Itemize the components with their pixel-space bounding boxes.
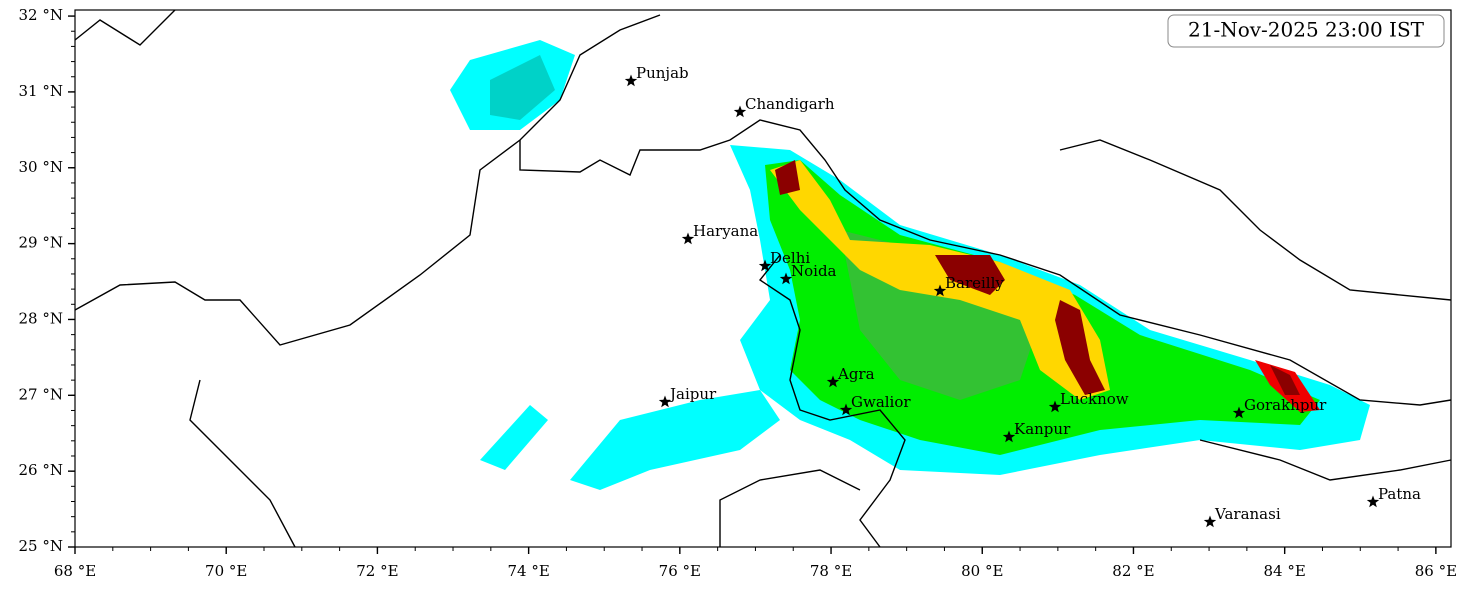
y-tick-label: 25 °N	[19, 537, 63, 555]
city-marker	[624, 74, 638, 87]
x-tick-label: 82 °E	[1112, 562, 1154, 580]
precip-field	[450, 40, 1370, 490]
x-tick-label: 74 °E	[507, 562, 549, 580]
field-darkred	[1055, 300, 1105, 395]
field-cyan	[570, 390, 780, 490]
title-box	[1167, 14, 1445, 48]
city-label: Kanpur	[1014, 420, 1071, 438]
city-label: Lucknow	[1060, 390, 1129, 408]
border	[189, 379, 296, 548]
map-title: 21-Nov-2025 23:00 IST	[1188, 18, 1425, 42]
border	[74, 14, 661, 346]
field-yellow	[770, 160, 1110, 400]
border	[719, 469, 861, 547]
border	[74, 9, 176, 46]
y-tick-label: 27 °N	[19, 385, 63, 403]
x-tick-label: 72 °E	[356, 562, 398, 580]
city-label: Chandigarh	[745, 95, 835, 113]
boundaries	[74, 9, 1452, 548]
city-label: Gorakhpur	[1244, 396, 1327, 414]
border	[1059, 139, 1452, 301]
city-label: Jaipur	[668, 385, 717, 403]
x-tick-label: 76 °E	[659, 562, 701, 580]
city-marker	[1048, 400, 1062, 413]
x-tick-label: 78 °E	[810, 562, 852, 580]
y-tick-label: 28 °N	[19, 309, 63, 327]
city-marker	[1203, 515, 1217, 528]
city-marker	[758, 259, 772, 272]
border	[758, 254, 906, 548]
city-marker	[1002, 430, 1016, 443]
city-marker	[933, 284, 947, 297]
city-label: Bareilly	[945, 274, 1004, 292]
city-marker	[658, 395, 672, 408]
x-tick-label: 80 °E	[961, 562, 1003, 580]
x-tick-label: 84 °E	[1264, 562, 1306, 580]
city-label: Haryana	[693, 222, 758, 240]
city-marker	[826, 375, 840, 388]
y-tick-label: 26 °N	[19, 461, 63, 479]
city-marker	[733, 105, 747, 118]
city-marker	[681, 232, 695, 245]
field-darkred	[775, 160, 800, 195]
city-marker	[1366, 495, 1380, 508]
city-marker	[839, 403, 853, 416]
city-marker	[1232, 406, 1246, 419]
field-teal	[490, 55, 555, 120]
city-label: Patna	[1378, 485, 1421, 503]
city-label: Delhi	[770, 249, 810, 267]
city-label: Varanasi	[1214, 505, 1281, 523]
y-tick-label: 31 °N	[19, 82, 63, 100]
city-marker	[779, 272, 793, 285]
city-label: Noida	[791, 262, 837, 280]
y-tick-label: 32 °N	[19, 6, 63, 24]
city-label: Gwalior	[851, 393, 911, 411]
border	[1199, 439, 1452, 481]
city-label: Agra	[837, 365, 875, 383]
x-tick-label: 70 °E	[205, 562, 247, 580]
city-label: Punjab	[636, 64, 689, 82]
x-tick-label: 86 °E	[1415, 562, 1457, 580]
y-tick-label: 30 °N	[19, 158, 63, 176]
x-tick-label: 68 °E	[54, 562, 96, 580]
field-darkred	[935, 255, 1005, 295]
field-darkred	[1270, 365, 1300, 395]
y-tick-label: 29 °N	[19, 234, 63, 252]
field-cyan	[480, 405, 548, 470]
border	[519, 119, 1452, 406]
map-frame	[74, 9, 1452, 548]
